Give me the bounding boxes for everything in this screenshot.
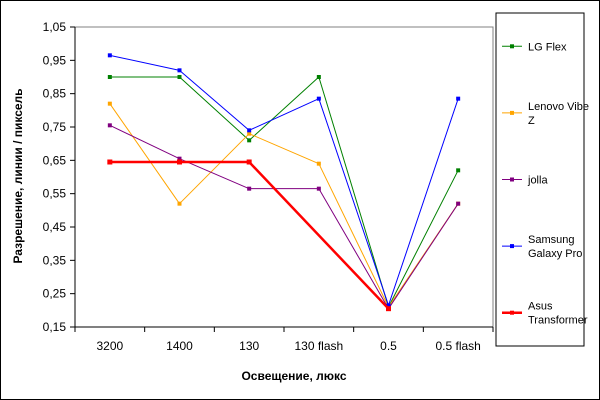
data-point bbox=[316, 75, 321, 79]
legend-swatch-marker bbox=[510, 110, 514, 115]
data-point bbox=[107, 101, 112, 106]
y-tick-label: 0,75 bbox=[43, 120, 67, 134]
data-point bbox=[456, 201, 461, 206]
x-tick-label: 0.5 flash bbox=[435, 339, 480, 353]
data-point bbox=[247, 138, 252, 143]
y-tick-label: 0,55 bbox=[43, 187, 67, 201]
data-point bbox=[247, 131, 252, 136]
data-point bbox=[247, 128, 252, 133]
data-point bbox=[107, 159, 113, 165]
y-tick-label: 1,05 bbox=[43, 20, 67, 34]
x-tick-label: 0.5 bbox=[380, 339, 397, 353]
y-tick-label: 0,35 bbox=[43, 253, 67, 267]
y-tick-label: 0,45 bbox=[43, 220, 67, 234]
legend-label: Galaxy Pro bbox=[528, 248, 582, 260]
x-tick-label: 1400 bbox=[166, 339, 193, 353]
legend-label: Lenovo Vibe bbox=[528, 101, 589, 113]
data-point bbox=[177, 68, 182, 73]
plot-layer: 0,15 0,25 0,35 0,45 0,55 0,65 0,75 0,85 0,95 1,05… bbox=[43, 20, 494, 353]
x-tick-label: 3200 bbox=[96, 339, 123, 353]
legend-label: Z bbox=[528, 115, 535, 127]
y-tick-label: 0,25 bbox=[43, 287, 67, 301]
legend-label: Transformer bbox=[528, 315, 588, 327]
series-line bbox=[109, 124, 459, 310]
data-point bbox=[316, 186, 321, 191]
x-tick-label: 130 bbox=[239, 339, 259, 353]
data-point bbox=[316, 161, 321, 166]
x-tick-label: 130 flash bbox=[294, 339, 343, 353]
series-line bbox=[109, 54, 459, 306]
data-point bbox=[247, 186, 252, 191]
legend-label: Samsung bbox=[528, 234, 574, 246]
y-tick-label: 0,15 bbox=[43, 320, 67, 334]
data-point bbox=[386, 303, 391, 308]
data-point bbox=[456, 168, 461, 173]
series-line bbox=[109, 76, 459, 308]
data-point bbox=[177, 201, 182, 206]
data-point bbox=[456, 96, 461, 101]
legend-swatch-marker bbox=[510, 310, 514, 315]
data-point bbox=[246, 159, 252, 165]
data-point bbox=[386, 306, 391, 312]
data-point bbox=[177, 159, 182, 165]
legend-label: jolla bbox=[527, 175, 548, 187]
legend-label: LG Flex bbox=[528, 41, 567, 53]
y-tick-label: 0,65 bbox=[43, 153, 67, 167]
y-axis-title: Разрешение, линии / пиксель bbox=[11, 88, 25, 263]
legend-label: Asus bbox=[528, 301, 553, 313]
y-tick-label: 0,85 bbox=[43, 87, 67, 101]
data-point bbox=[316, 96, 321, 101]
legend-swatch-marker bbox=[510, 177, 514, 182]
data-point bbox=[107, 75, 112, 79]
data-point bbox=[177, 75, 182, 79]
legend-swatch-marker bbox=[510, 244, 514, 249]
legend-swatch-marker bbox=[510, 44, 514, 49]
y-tick-label: 0,95 bbox=[43, 53, 67, 67]
y-axis-title-group: Разрешение, линии / пиксель bbox=[11, 88, 25, 263]
data-point bbox=[107, 123, 112, 128]
series-line bbox=[109, 103, 459, 308]
data-point bbox=[177, 156, 182, 161]
series-line bbox=[109, 160, 390, 310]
data-point bbox=[107, 53, 112, 58]
x-axis-title: Освещение, люкс bbox=[241, 369, 346, 383]
